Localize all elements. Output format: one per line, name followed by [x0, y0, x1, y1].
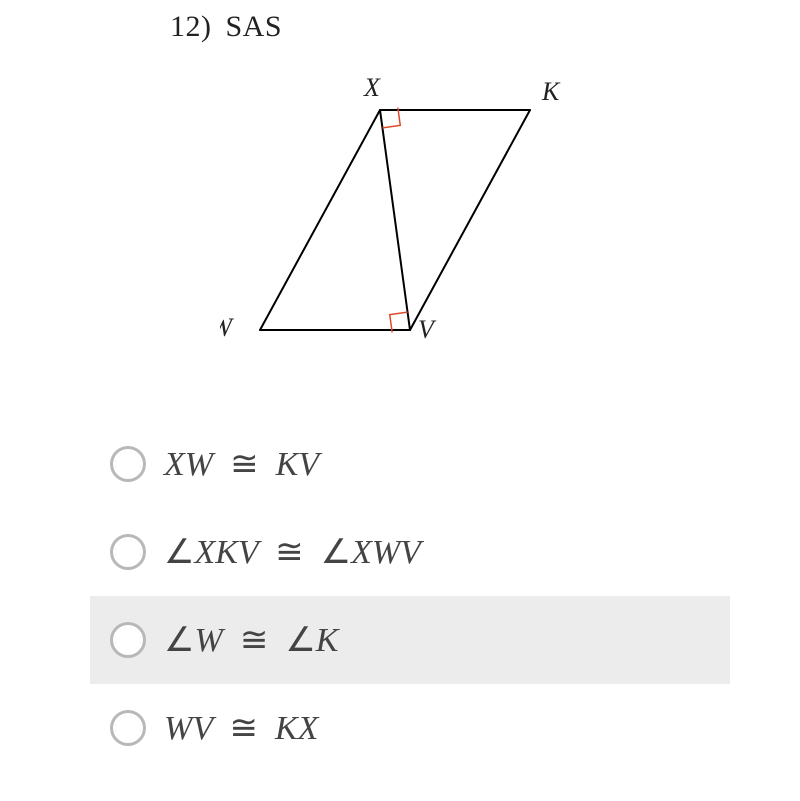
option-a[interactable]: XW ≅ KV: [90, 420, 730, 508]
option-text-b: ∠XKV ≅ ∠XWV: [164, 532, 421, 572]
svg-text:V: V: [418, 315, 437, 344]
question-header: 12) SAS: [170, 10, 282, 44]
diagram-svg: X K W V: [220, 70, 580, 370]
radio-b[interactable]: [110, 534, 146, 570]
radio-c[interactable]: [110, 622, 146, 658]
svg-text:X: X: [363, 73, 381, 102]
svg-text:K: K: [541, 77, 561, 106]
question-title: SAS: [226, 10, 283, 43]
option-b[interactable]: ∠XKV ≅ ∠XWV: [90, 508, 730, 596]
options-list: XW ≅ KV ∠XKV ≅ ∠XWV ∠W ≅ ∠K WV ≅ KX: [90, 420, 730, 772]
page: 12) SAS X K W V XW ≅ KV ∠XKV ≅ ∠XWV ∠W ≅ ∠K WV…: [0, 0, 800, 801]
option-text-d: WV ≅ KX: [164, 708, 318, 748]
option-c[interactable]: ∠W ≅ ∠K: [90, 596, 730, 684]
question-number: 12): [170, 10, 212, 43]
option-text-a: XW ≅ KV: [164, 444, 319, 484]
geometry-diagram: X K W V: [220, 70, 580, 370]
option-text-c: ∠W ≅ ∠K: [164, 620, 338, 660]
radio-a[interactable]: [110, 446, 146, 482]
radio-d[interactable]: [110, 710, 146, 746]
option-d[interactable]: WV ≅ KX: [90, 684, 730, 772]
svg-text:W: W: [220, 313, 234, 342]
